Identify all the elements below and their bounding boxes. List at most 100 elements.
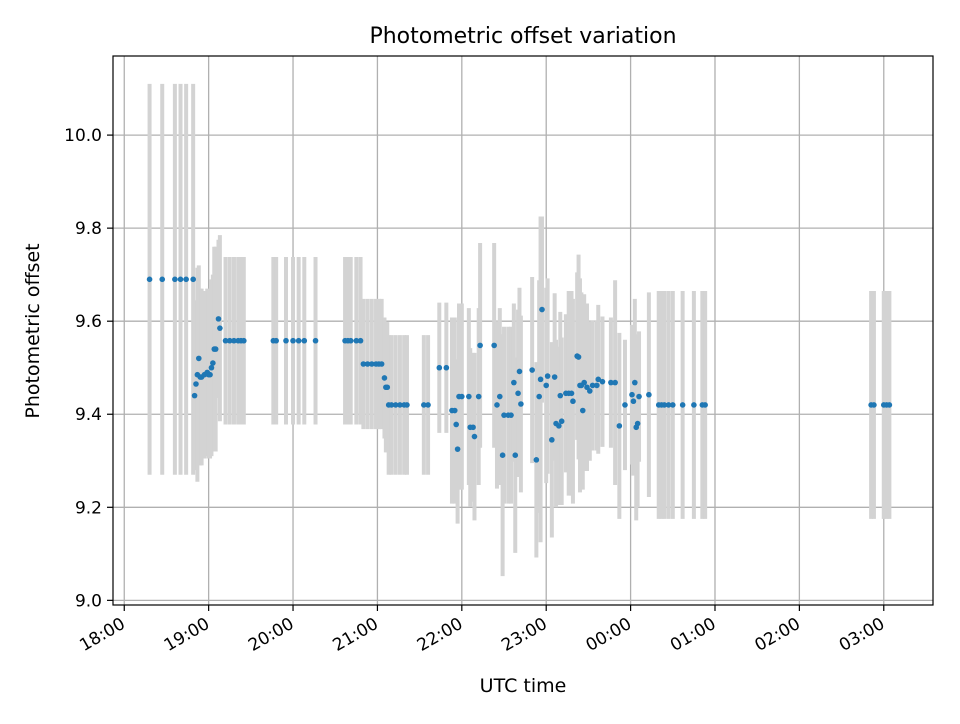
data-point (183, 276, 189, 283)
data-point (544, 373, 551, 379)
data-point (241, 337, 247, 344)
data-point (491, 342, 497, 349)
data-point (512, 452, 519, 458)
data-point (212, 346, 219, 352)
data-point (558, 418, 565, 425)
data-point (364, 361, 371, 367)
data-point (477, 342, 483, 349)
data-point (312, 337, 319, 344)
data-point (172, 276, 178, 283)
data-point (217, 325, 223, 331)
data-point (471, 433, 478, 440)
data-point (191, 392, 198, 399)
data-point (301, 337, 308, 344)
data-point (691, 402, 697, 408)
data-point (499, 452, 506, 458)
data-point (226, 337, 233, 344)
data-point (632, 379, 638, 386)
data-point (646, 391, 652, 398)
data-point (388, 402, 395, 408)
data-point (579, 407, 586, 414)
data-point (551, 374, 558, 380)
data-point (529, 367, 535, 373)
data-point (368, 361, 375, 367)
data-point (886, 402, 893, 408)
data-point (630, 398, 637, 405)
data-point (508, 412, 514, 418)
x-axis-label: UTC time (480, 675, 567, 697)
data-point (494, 402, 500, 408)
data-point (539, 306, 545, 313)
data-point (871, 402, 877, 408)
data-point (360, 361, 367, 367)
data-point (475, 393, 482, 400)
data-point (443, 364, 450, 371)
data-point (208, 364, 215, 371)
data-point (518, 401, 524, 407)
data-point (496, 393, 503, 400)
y-axis-ticks: 9.0 9.2 9.4 9.6 9.8 10.0 (64, 126, 113, 611)
data-point (556, 423, 562, 429)
data-point (295, 337, 302, 344)
data-point (451, 407, 458, 414)
data-point (595, 376, 602, 383)
data-point (470, 424, 476, 431)
data-points (146, 276, 893, 463)
chart-title: Photometric offset variation (369, 24, 676, 49)
y-tick-label: 9.4 (75, 405, 102, 425)
data-point (222, 337, 229, 344)
data-point (549, 437, 555, 443)
data-point (702, 402, 708, 408)
data-point (599, 378, 606, 385)
data-point (557, 392, 564, 399)
data-point (193, 381, 199, 387)
data-point (661, 402, 668, 408)
data-point (404, 402, 410, 408)
data-point (283, 337, 289, 344)
data-point (466, 393, 472, 400)
data-point (679, 402, 686, 408)
data-point (290, 337, 296, 344)
y-tick-label: 9.6 (75, 312, 102, 332)
data-point (273, 337, 279, 344)
data-point (454, 446, 461, 452)
data-point (347, 337, 354, 344)
data-point (215, 316, 222, 322)
y-tick-label: 9.8 (75, 219, 102, 239)
data-point (378, 361, 385, 367)
data-point (231, 337, 237, 344)
data-point (543, 382, 550, 389)
data-point (665, 402, 672, 408)
data-point (357, 337, 364, 344)
data-point (501, 412, 507, 418)
y-tick-label: 9.0 (75, 591, 102, 611)
y-tick-label: 9.2 (75, 498, 102, 518)
data-point (669, 402, 676, 408)
data-point (190, 276, 196, 283)
data-point (587, 388, 593, 394)
data-point (195, 355, 202, 362)
data-point (210, 360, 216, 366)
data-point (581, 379, 587, 386)
data-point (421, 402, 427, 408)
data-point (589, 382, 596, 389)
data-point (575, 354, 582, 360)
data-point (146, 276, 153, 283)
data-point (397, 402, 403, 408)
data-point (612, 379, 618, 386)
data-point (608, 379, 614, 386)
data-point (515, 390, 521, 397)
data-point (453, 421, 459, 428)
data-point (636, 393, 642, 400)
data-point (629, 391, 635, 398)
data-point (533, 457, 540, 463)
plot-frame (112, 55, 934, 606)
data-point (568, 390, 575, 397)
data-point (392, 402, 399, 408)
data-point (384, 384, 391, 391)
data-point (459, 393, 465, 400)
data-point (516, 368, 523, 375)
data-point (381, 375, 388, 381)
data-point (616, 423, 623, 429)
